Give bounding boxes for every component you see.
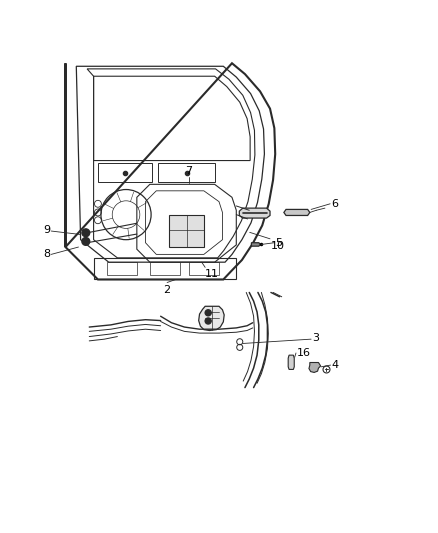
Polygon shape: [199, 306, 224, 330]
Text: 10: 10: [271, 240, 285, 251]
Text: 4: 4: [332, 360, 339, 370]
Text: 8: 8: [43, 249, 50, 260]
Text: 3: 3: [312, 333, 319, 343]
Polygon shape: [309, 362, 321, 373]
Text: 6: 6: [332, 199, 339, 209]
Polygon shape: [284, 209, 310, 215]
Circle shape: [205, 318, 211, 324]
Polygon shape: [288, 355, 294, 369]
Polygon shape: [169, 215, 204, 247]
Polygon shape: [239, 208, 270, 218]
Text: 9: 9: [43, 225, 50, 235]
Text: 11: 11: [205, 269, 219, 279]
Circle shape: [82, 229, 90, 237]
Text: 16: 16: [297, 348, 311, 358]
Text: 5: 5: [275, 238, 282, 248]
Polygon shape: [251, 243, 261, 246]
Text: 7: 7: [185, 166, 192, 176]
Circle shape: [205, 310, 211, 316]
Circle shape: [82, 238, 90, 245]
Text: 2: 2: [163, 285, 171, 295]
